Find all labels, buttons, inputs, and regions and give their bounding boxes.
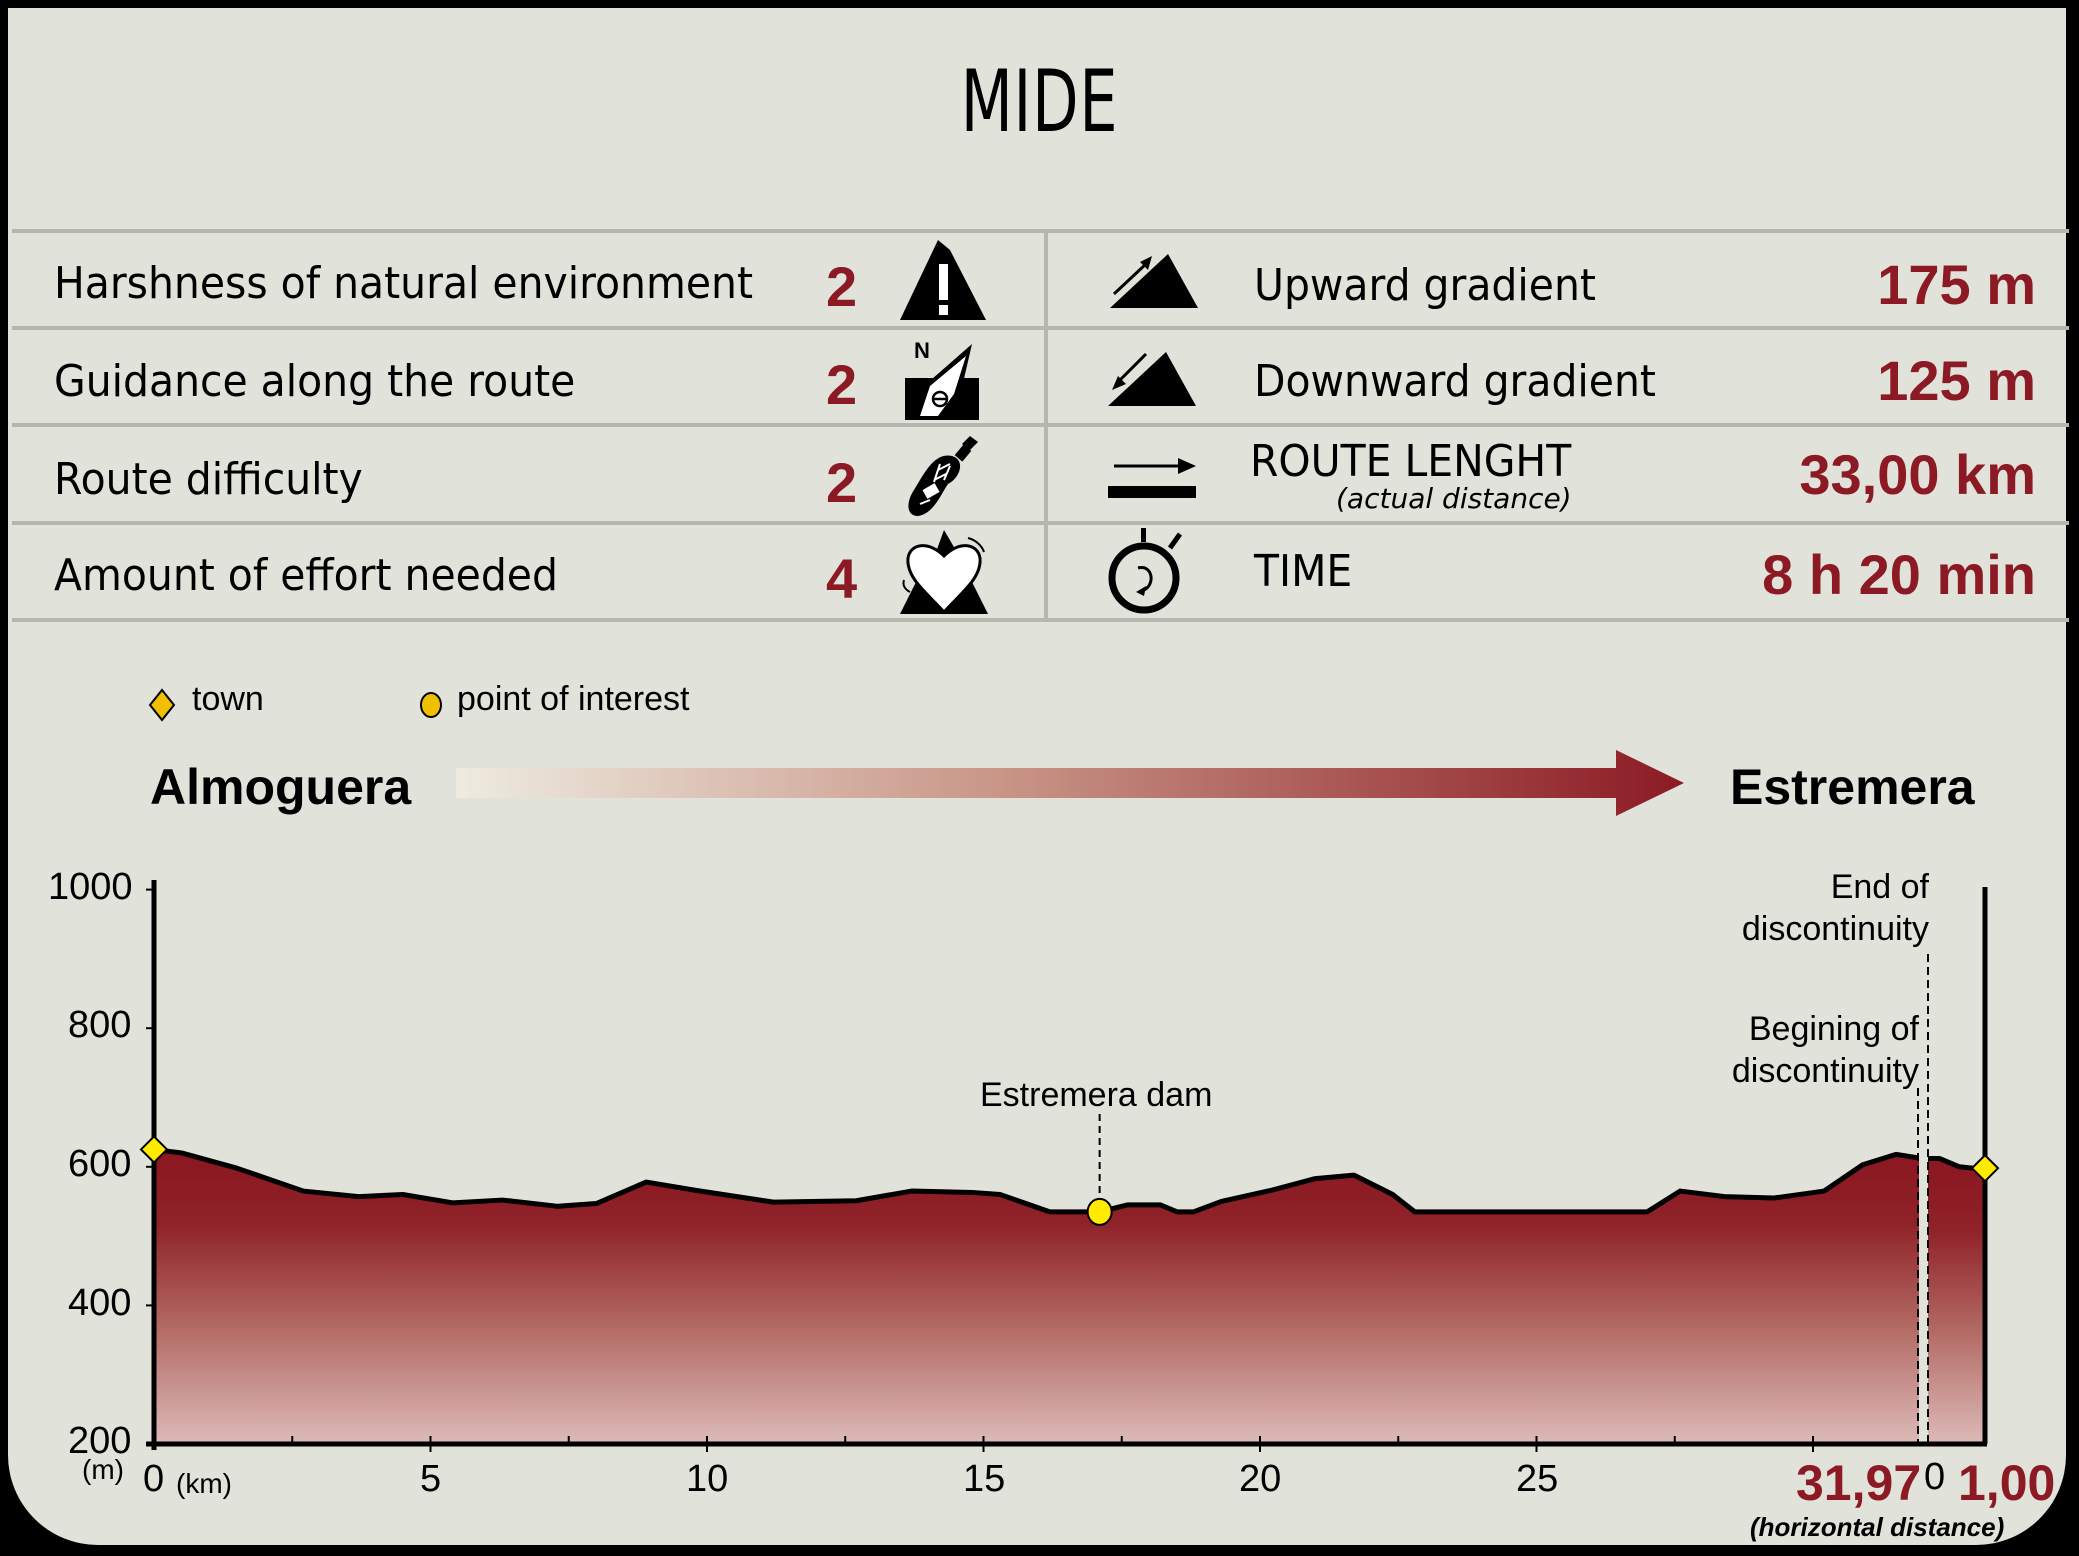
- route-start-town: Almoguera: [150, 759, 412, 815]
- downward-gradient-icon: [1108, 352, 1196, 406]
- stopwatch-icon: [1108, 528, 1183, 614]
- row-value: 33,00 km: [1799, 443, 2036, 506]
- x-end-first-segment: 31,97: [1796, 1455, 1922, 1511]
- row-score: 2: [826, 255, 858, 318]
- route-end-town: Estremera: [1730, 759, 1975, 815]
- x-axis-note: (horizontal distance): [1750, 1512, 2005, 1542]
- row-sublabel: (actual distance): [1336, 482, 1572, 515]
- poi-circle-icon: [420, 692, 442, 718]
- annotation-line: End of: [1830, 868, 1929, 906]
- page-title: MIDE: [960, 52, 1119, 152]
- y-tick-800: 800: [68, 1004, 132, 1046]
- table-divider: [12, 229, 2069, 233]
- row-score: 2: [826, 353, 858, 416]
- compass-needle-icon: N: [905, 338, 979, 420]
- row-label: Downward gradient: [1254, 356, 1656, 407]
- row-score: 2: [826, 451, 858, 514]
- mountain-warning-icon: [900, 240, 986, 320]
- table-divider: [12, 521, 2069, 525]
- x-tick-15: 15: [963, 1458, 1006, 1500]
- legend-poi-label: point of interest: [457, 680, 690, 718]
- x-restart-zero: 0: [1924, 1456, 1946, 1498]
- row-value: 125 m: [1877, 349, 2036, 412]
- y-tick-1000: 1000: [48, 866, 133, 908]
- y-tick-200: 200: [68, 1420, 132, 1462]
- row-label: Harshness of natural environment: [54, 258, 753, 309]
- row-score: 4: [826, 547, 858, 610]
- annotation-end-discontinuity: End of discontinuity: [1742, 866, 1929, 950]
- poi-label-estremera-dam: Estremera dam: [980, 1076, 1213, 1114]
- annotation-line: Begining of: [1748, 1010, 1919, 1048]
- x-tick-20: 20: [1239, 1458, 1282, 1500]
- svg-text:N: N: [914, 338, 930, 363]
- heart-mountain-icon: [900, 530, 988, 615]
- row-label: TIME: [1254, 546, 1353, 597]
- y-tick-600: 600: [68, 1143, 132, 1185]
- row-value: 175 m: [1877, 253, 2036, 316]
- y-tick-400: 400: [68, 1282, 132, 1324]
- x-tick-5: 5: [420, 1458, 442, 1500]
- annotation-line: discontinuity: [1741, 910, 1929, 948]
- x-tick-25: 25: [1516, 1458, 1559, 1500]
- legend-town-label: town: [192, 680, 264, 718]
- table-divider: [12, 618, 2069, 622]
- boot-sole-icon: [908, 436, 978, 516]
- x-end-second-segment: 1,00: [1958, 1455, 2056, 1511]
- row-value: 8 h 20 min: [1762, 543, 2036, 606]
- upward-gradient-icon: [1110, 254, 1198, 308]
- annotation-begin-discontinuity: Begining of discontinuity: [1732, 1008, 1919, 1092]
- route-length-icon: [1108, 458, 1196, 498]
- table-column-divider: [1044, 231, 1048, 620]
- y-axis-unit: (m): [82, 1454, 124, 1485]
- row-label: Guidance along the route: [54, 356, 576, 407]
- row-label: Route difficulty: [54, 454, 363, 505]
- row-label: Amount of effort needed: [54, 550, 558, 601]
- x-tick-10: 10: [686, 1458, 729, 1500]
- x-axis-unit: (km): [176, 1468, 232, 1499]
- table-divider: [12, 423, 2069, 427]
- row-label: Upward gradient: [1254, 260, 1596, 311]
- route-direction-arrow-icon: [456, 750, 1684, 816]
- annotation-line: discontinuity: [1731, 1052, 1919, 1090]
- row-label: ROUTE LENGHT: [1250, 436, 1572, 487]
- table-divider: [12, 326, 2069, 330]
- town-diamond-icon: [148, 688, 176, 722]
- x-tick-0: 0: [143, 1458, 165, 1500]
